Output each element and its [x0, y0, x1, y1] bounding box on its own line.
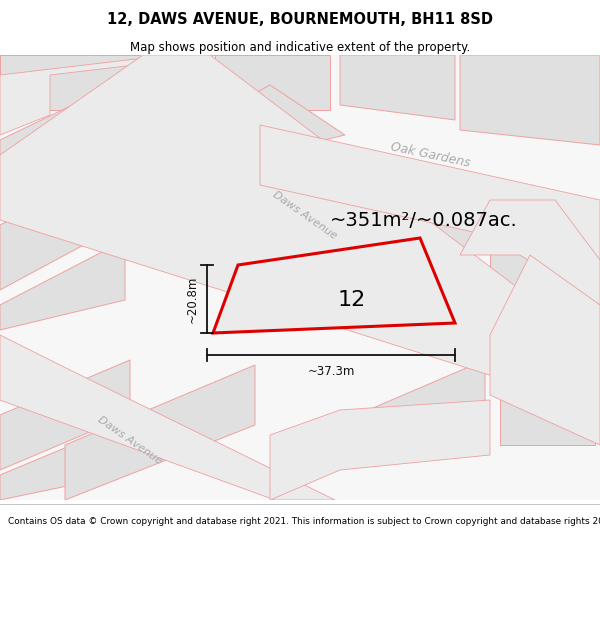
Polygon shape: [0, 335, 335, 500]
Text: Oak Gardens: Oak Gardens: [389, 140, 471, 170]
Polygon shape: [0, 55, 220, 135]
Polygon shape: [260, 125, 600, 260]
Text: Daws Avenue: Daws Avenue: [271, 189, 339, 241]
Polygon shape: [0, 55, 140, 110]
Polygon shape: [340, 55, 455, 120]
Text: 12: 12: [337, 290, 365, 310]
Polygon shape: [345, 360, 485, 455]
Text: ~351m²/~0.087ac.: ~351m²/~0.087ac.: [330, 211, 518, 229]
Polygon shape: [0, 75, 135, 200]
Text: Map shows position and indicative extent of the property.: Map shows position and indicative extent…: [130, 41, 470, 54]
Polygon shape: [0, 360, 130, 470]
Polygon shape: [460, 200, 600, 305]
Text: Daws Avenue: Daws Avenue: [96, 414, 164, 466]
Polygon shape: [215, 85, 345, 155]
Text: ~37.3m: ~37.3m: [307, 365, 355, 378]
Polygon shape: [500, 350, 595, 445]
Polygon shape: [490, 205, 595, 330]
Polygon shape: [0, 425, 120, 500]
Polygon shape: [213, 238, 455, 333]
Polygon shape: [270, 400, 490, 500]
Polygon shape: [65, 365, 255, 500]
Text: ~20.8m: ~20.8m: [186, 275, 199, 322]
Text: 12, DAWS AVENUE, BOURNEMOUTH, BH11 8SD: 12, DAWS AVENUE, BOURNEMOUTH, BH11 8SD: [107, 12, 493, 27]
Polygon shape: [0, 55, 600, 410]
Polygon shape: [215, 55, 330, 110]
Polygon shape: [460, 55, 600, 145]
Polygon shape: [0, 55, 600, 500]
Text: Contains OS data © Crown copyright and database right 2021. This information is : Contains OS data © Crown copyright and d…: [8, 518, 600, 526]
Polygon shape: [0, 160, 130, 290]
Polygon shape: [490, 255, 600, 445]
Polygon shape: [0, 240, 125, 330]
Polygon shape: [215, 115, 475, 345]
